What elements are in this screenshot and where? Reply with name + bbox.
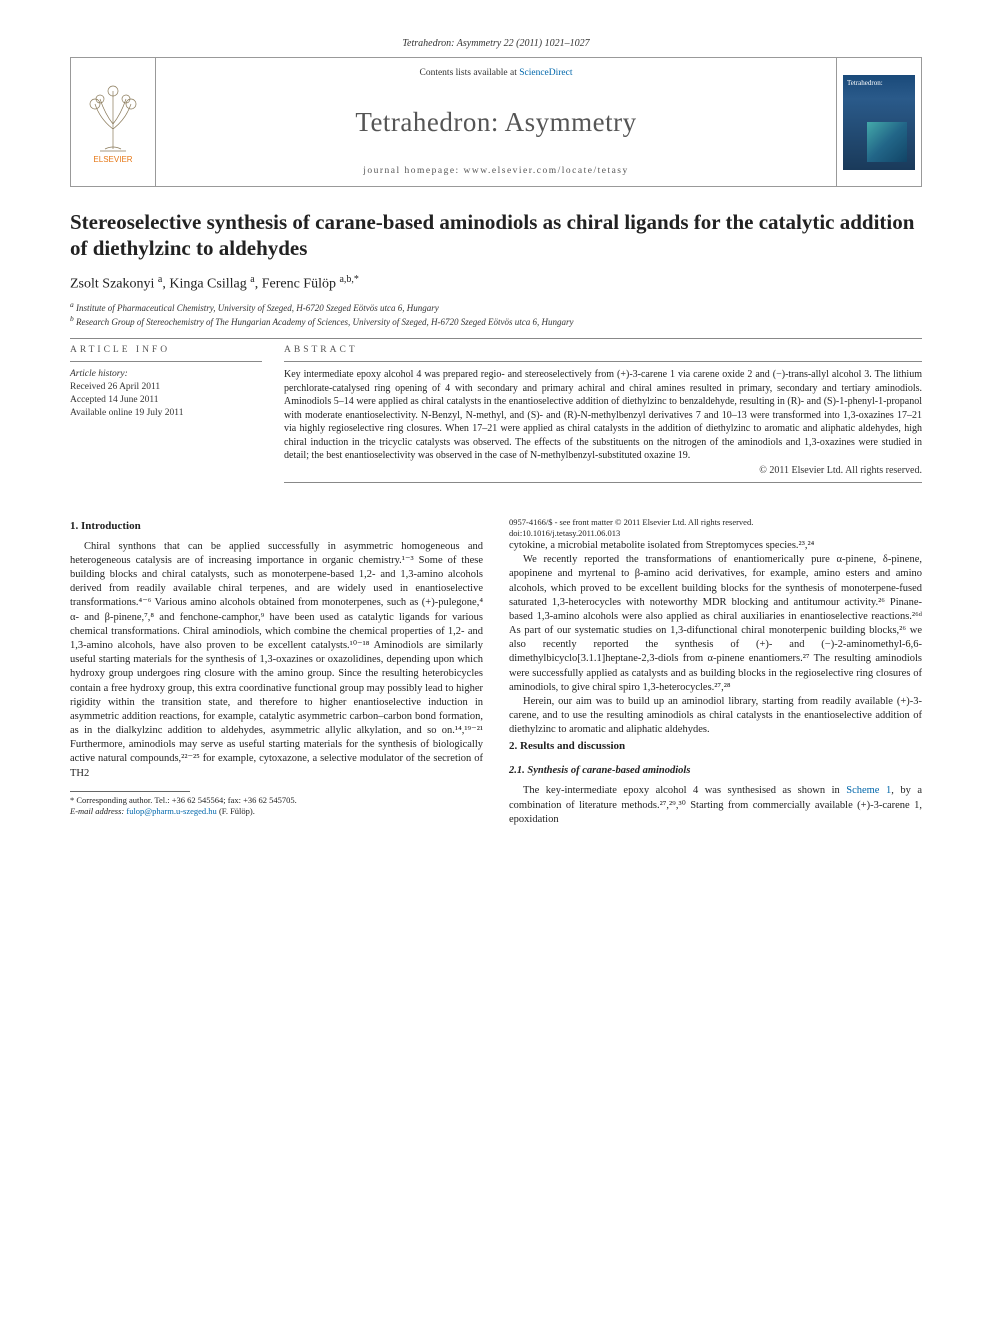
corresponding-line: * Corresponding author. Tel.: +36 62 545… — [70, 795, 483, 806]
col2-paragraph-1: We recently reported the transformations… — [509, 553, 922, 695]
doi-line: doi:10.1016/j.tetasy.2011.06.013 — [509, 528, 922, 539]
email-line: E-mail address: fulop@pharm.u-szeged.hu … — [70, 806, 483, 817]
journal-title: Tetrahedron: Asymmetry — [355, 107, 636, 138]
history-label: Article history: — [70, 368, 262, 381]
sciencedirect-link[interactable]: ScienceDirect — [519, 68, 572, 78]
journal-homepage: journal homepage: www.elsevier.com/locat… — [363, 166, 629, 176]
col2-continuation: cytokine, a microbial metabolite isolate… — [509, 539, 922, 553]
article-history: Article history: Received 26 April 2011 … — [70, 368, 262, 419]
section-results-sub: 2.1. Synthesis of carane-based aminodiol… — [509, 764, 922, 778]
reference-citation: Tetrahedron: Asymmetry 22 (2011) 1021–10… — [70, 38, 922, 49]
received-date: Received 26 April 2011 — [70, 381, 262, 394]
header-center: Contents lists available at ScienceDirec… — [156, 58, 836, 186]
intro-paragraph-1: Chiral synthons that can be applied succ… — [70, 540, 483, 781]
info-abstract-row: ARTICLE INFO Article history: Received 2… — [70, 345, 922, 489]
divider — [284, 482, 922, 483]
cover-thumbnail-cell: Tetrahedron: — [836, 58, 921, 186]
results-paragraph-1: The key-intermediate epoxy alcohol 4 was… — [509, 784, 922, 827]
divider — [70, 361, 262, 362]
scheme-1-link[interactable]: Scheme 1 — [846, 785, 891, 796]
author-list: Zsolt Szakonyi a, Kinga Csillag a, Feren… — [70, 274, 922, 293]
section-intro-heading: 1. Introduction — [70, 519, 483, 534]
article-info-column: ARTICLE INFO Article history: Received 2… — [70, 345, 262, 489]
corresponding-author-footnote: * Corresponding author. Tel.: +36 62 545… — [70, 791, 483, 817]
section-results-heading: 2. Results and discussion — [509, 739, 922, 754]
journal-cover-thumb: Tetrahedron: — [843, 75, 915, 170]
elsevier-logo-cell: ELSEVIER — [71, 58, 156, 186]
abstract-text: Key intermediate epoxy alcohol 4 was pre… — [284, 368, 922, 463]
body-text: 1. Introduction Chiral synthons that can… — [70, 517, 922, 827]
abstract-label: ABSTRACT — [284, 345, 922, 355]
affiliation-b: b Research Group of Stereochemistry of T… — [70, 314, 922, 328]
divider — [284, 361, 922, 362]
online-date: Available online 19 July 2011 — [70, 407, 262, 420]
paper-title: Stereoselective synthesis of carane-base… — [70, 209, 922, 262]
abstract-column: ABSTRACT Key intermediate epoxy alcohol … — [284, 345, 922, 489]
front-matter-line: 0957-4166/$ - see front matter © 2011 El… — [509, 517, 922, 528]
cover-label: Tetrahedron: — [847, 79, 883, 87]
corresponding-email-link[interactable]: fulop@pharm.u-szeged.hu — [126, 806, 216, 816]
divider — [70, 338, 922, 339]
affiliation-a: a Institute of Pharmaceutical Chemistry,… — [70, 300, 922, 314]
accepted-date: Accepted 14 June 2011 — [70, 394, 262, 407]
journal-header: ELSEVIER Contents lists available at Sci… — [70, 57, 922, 187]
elsevier-text: ELSEVIER — [93, 155, 132, 164]
doi-block: 0957-4166/$ - see front matter © 2011 El… — [509, 517, 922, 539]
contents-available: Contents lists available at ScienceDirec… — [419, 68, 572, 78]
elsevier-tree-logo: ELSEVIER — [80, 79, 146, 165]
abstract-copyright: © 2011 Elsevier Ltd. All rights reserved… — [284, 465, 922, 476]
article-info-label: ARTICLE INFO — [70, 345, 262, 355]
affiliations: a Institute of Pharmaceutical Chemistry,… — [70, 300, 922, 328]
col2-paragraph-2: Herein, our aim was to build up an amino… — [509, 695, 922, 738]
footnote-rule — [70, 791, 190, 792]
